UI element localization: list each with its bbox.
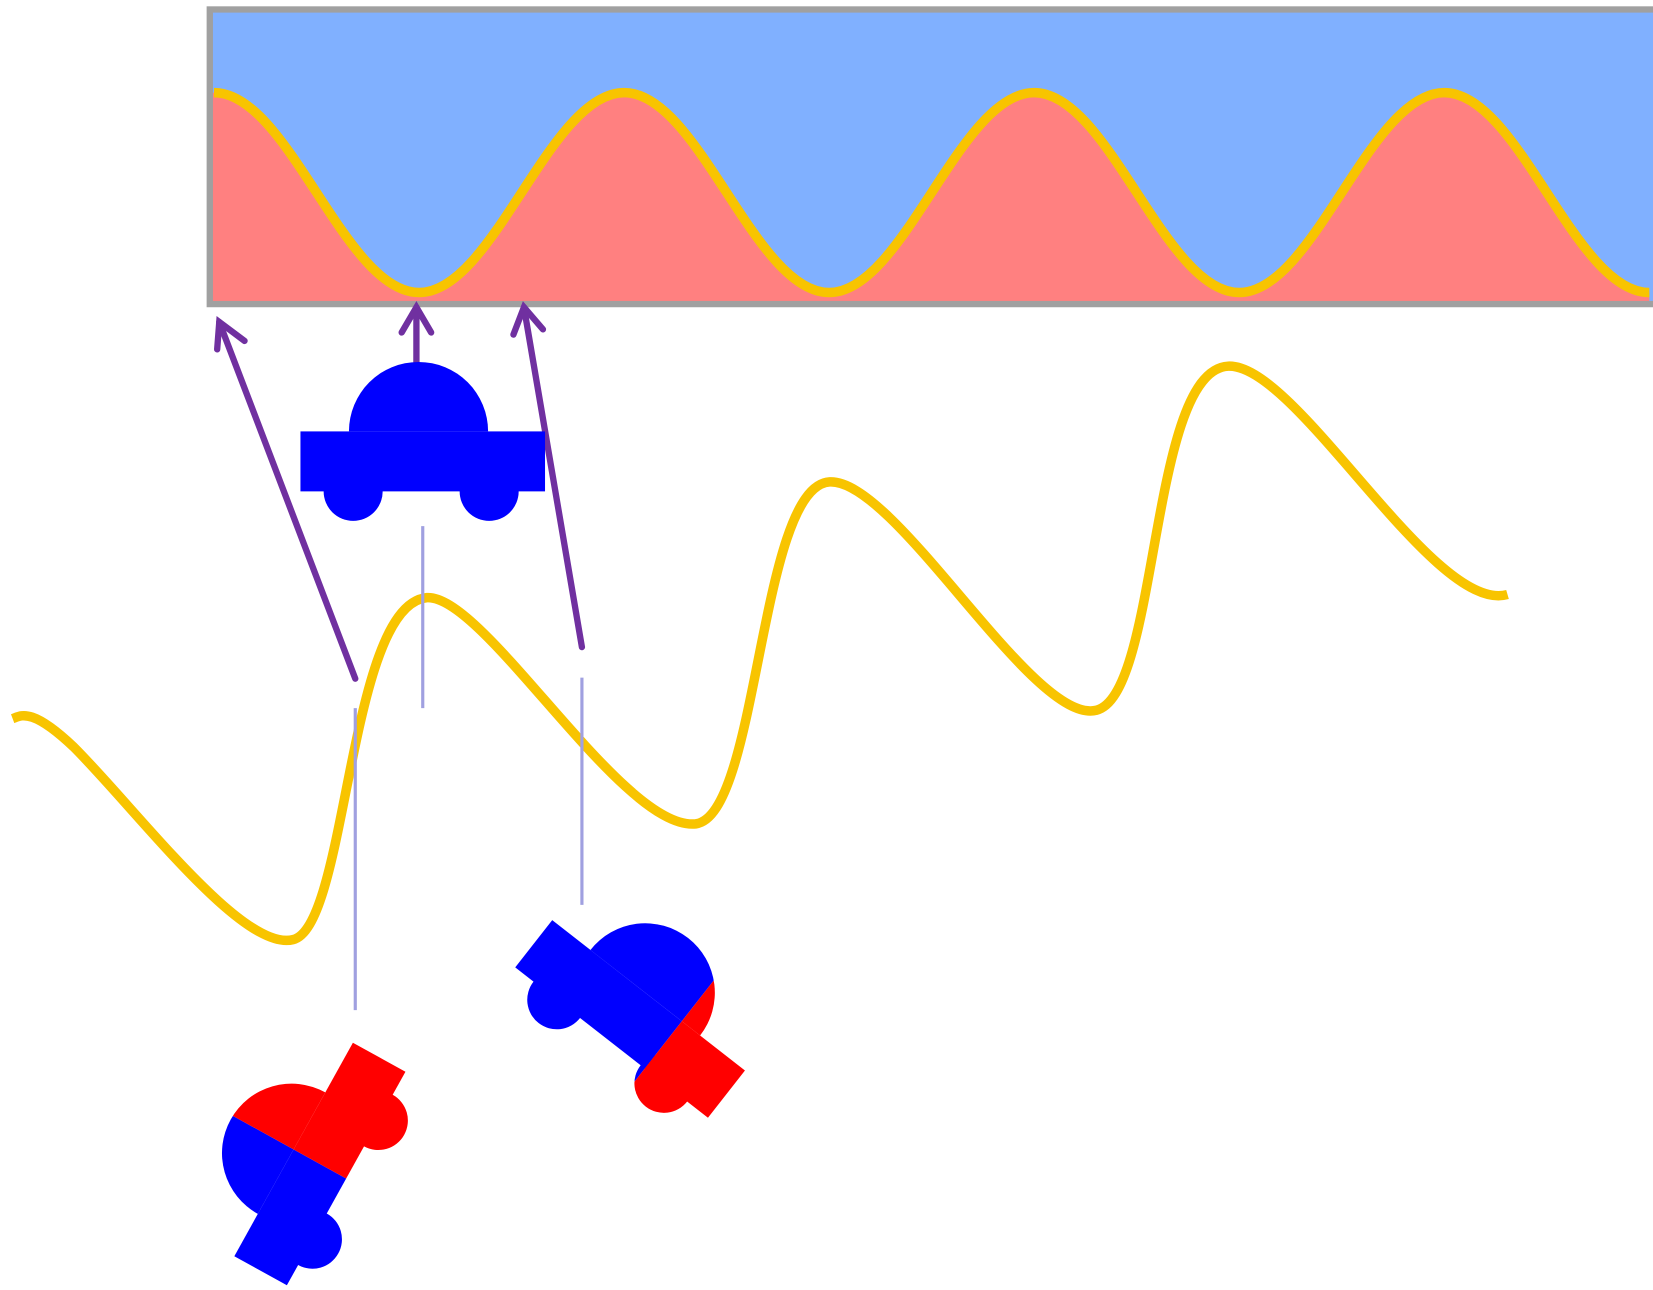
rotated-car — [173, 1009, 431, 1290]
lower-wave — [13, 366, 1508, 940]
car — [300, 362, 545, 521]
rotated-car — [497, 865, 788, 1140]
page: (() => { const data = JSON.parse(documen… — [0, 0, 1653, 1290]
diagram — [0, 0, 1653, 1290]
